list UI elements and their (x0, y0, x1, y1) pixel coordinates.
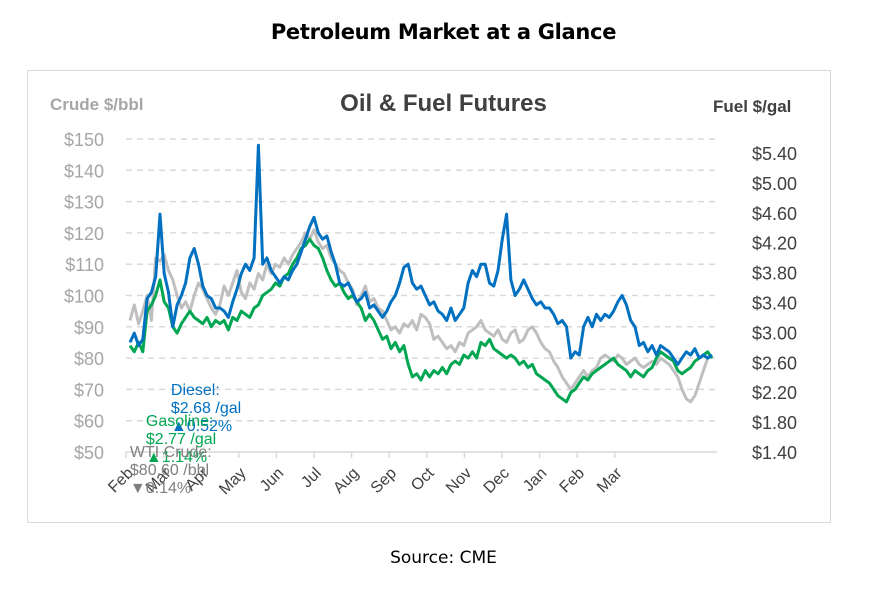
gasoline-value: $2.77 /gal (145, 431, 217, 448)
x-axis-tick-label: Sep (368, 465, 400, 497)
right-axis-tick: $1.80 (752, 413, 797, 433)
down-arrow-icon: ▼ (129, 480, 146, 497)
right-axis-tick: $1.40 (752, 443, 797, 463)
right-axis-tick: $4.60 (752, 204, 797, 224)
x-axis-tick-label: Aug (330, 465, 362, 497)
left-axis-title: Crude $/bbl (50, 95, 144, 114)
diesel-change: 0.52% (186, 418, 233, 435)
left-axis-tick: $50 (74, 443, 104, 463)
x-axis-tick-label: Mar (594, 464, 626, 496)
wti-change: 0.14% (145, 480, 192, 497)
gasoline-label: Gasoline: (145, 413, 214, 430)
left-axis-tick: $100 (64, 287, 104, 307)
x-axis-tick-label: Feb (557, 465, 589, 497)
wti-label: WTI Crude: (129, 444, 212, 461)
up-arrow-icon: ▲ (145, 449, 162, 466)
right-axis-tick: $5.00 (752, 174, 797, 194)
right-axis-tick: $3.40 (752, 294, 797, 314)
right-axis-tick: $3.00 (752, 323, 797, 343)
series-line-diesel (128, 143, 713, 366)
gasoline-change: 1.14% (161, 449, 208, 466)
x-axis-tick-label: Oct (408, 464, 438, 494)
up-arrow-icon: ▲ (170, 418, 187, 435)
chart-title: Oil & Fuel Futures (340, 90, 547, 117)
right-axis-tick: $2.20 (752, 383, 797, 403)
x-axis-tick-label: Dec (481, 465, 513, 497)
right-axis-tick: $5.40 (752, 144, 797, 164)
left-axis-tick: $60 (74, 412, 104, 432)
left-axis-tick: $90 (74, 318, 104, 338)
x-axis-tick-label: Jan (520, 465, 550, 495)
source-note: Source: CME (390, 548, 497, 568)
wti-value: $80.60 /bbl (129, 462, 210, 479)
left-axis-tick: $70 (74, 380, 104, 400)
wti-annotation: WTI Crude: $80.60 /bbl ▼0.14% (121, 426, 218, 498)
chart-frame (27, 70, 831, 523)
right-axis-title: Fuel $/gal (713, 97, 792, 116)
series-line-gasoline (128, 237, 714, 404)
diesel-annotation: Diesel: $2.68 /gal ▲0.52% (162, 364, 250, 436)
x-axis-tick-label: Jun (257, 465, 287, 495)
right-axis-tick: $2.60 (752, 353, 797, 373)
page-title: Petroleum Market at a Glance (270, 20, 617, 44)
diesel-value: $2.68 /gal (170, 400, 242, 417)
left-axis-tick: $140 (64, 161, 104, 181)
right-axis-tick: $4.20 (752, 234, 797, 254)
left-axis-tick: $130 (64, 193, 104, 213)
x-axis-tick-label: Jul (298, 465, 324, 491)
left-axis-tick: $80 (74, 349, 104, 369)
x-axis-tick-label: Nov (443, 465, 475, 497)
left-axis-tick: $150 (64, 130, 104, 150)
left-axis-tick: $120 (64, 224, 104, 244)
x-axis-tick-label: May (216, 465, 249, 498)
gasoline-annotation: Gasoline: $2.77 /gal ▲1.14% (137, 395, 225, 467)
left-axis-tick: $110 (65, 255, 104, 275)
right-axis-tick: $3.80 (752, 264, 797, 284)
diesel-label: Diesel: (170, 382, 220, 399)
